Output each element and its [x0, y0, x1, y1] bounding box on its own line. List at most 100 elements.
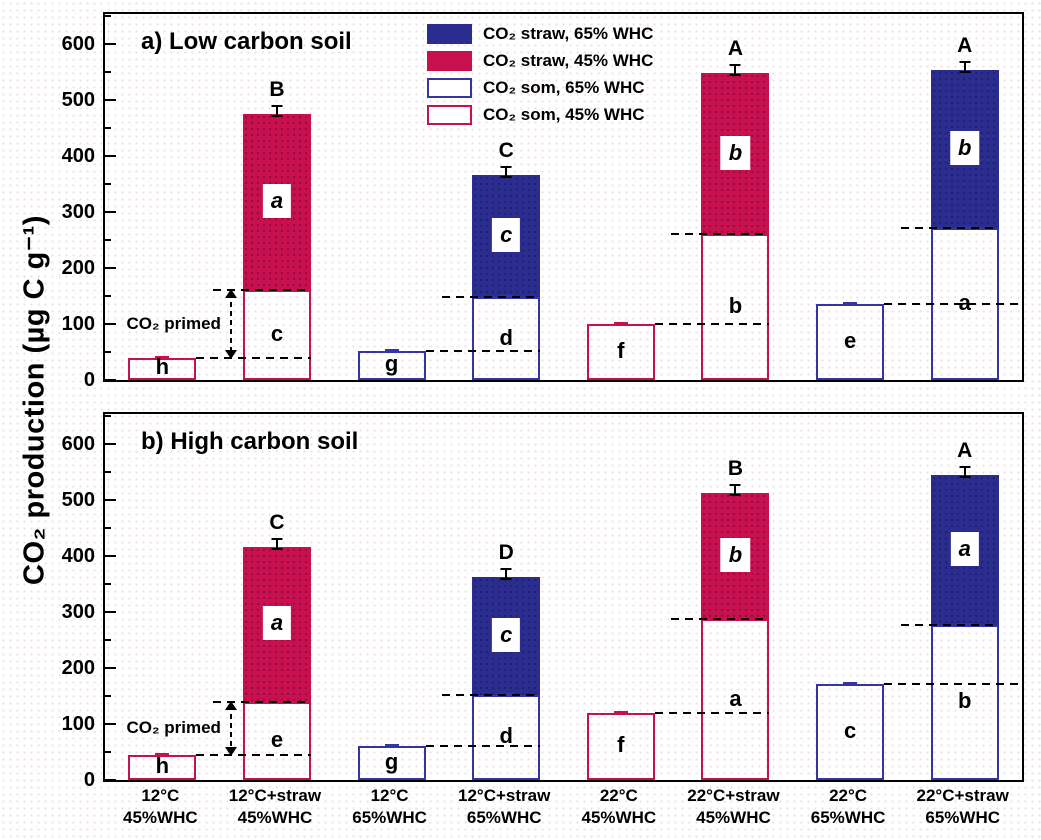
legend-label: CO₂ straw, 45% WHC	[483, 50, 654, 70]
legend-label: CO₂ straw, 65% WHC	[483, 23, 654, 43]
x-category-line2: 65%WHC	[925, 808, 1000, 827]
y-tick-label: 300	[61, 200, 95, 223]
error-bar-cap	[271, 104, 283, 107]
arrow-down-head	[224, 746, 237, 756]
straw-letter: c	[492, 617, 521, 652]
y-tick-label: 200	[61, 256, 95, 279]
dashed-reference-line	[884, 303, 1022, 306]
error-bar-cap	[959, 61, 971, 64]
x-category-line1: 22°C+straw	[916, 786, 1009, 805]
error-bar	[505, 568, 508, 580]
y-major-tick	[105, 42, 116, 45]
som-letter: a	[729, 685, 742, 711]
x-category-line1: 22°C	[599, 786, 638, 805]
y-tick-label: 600	[61, 32, 95, 55]
y-minor-tick	[105, 470, 111, 473]
y-tick-label: 500	[61, 488, 95, 511]
legend-item: CO₂ straw, 65% WHC	[427, 20, 653, 47]
som-only-bar	[357, 350, 426, 380]
dashed-som-top-line	[442, 693, 541, 696]
som-error-tick	[384, 348, 399, 352]
legend-swatch-som_65	[427, 77, 472, 98]
som-only-bar	[586, 323, 655, 380]
y-tick-label: 100	[61, 312, 95, 335]
y-tick-label: 100	[61, 712, 95, 735]
legend-item: CO₂ som, 45% WHC	[427, 101, 653, 128]
bar-letter: c	[843, 717, 857, 743]
x-category-line1: 22°C	[829, 786, 868, 805]
significance-letter: A	[727, 37, 744, 61]
significance-letter: B	[269, 77, 285, 101]
arrow-line	[229, 704, 232, 752]
y-major-tick	[105, 322, 116, 325]
y-minor-tick	[105, 182, 111, 185]
co2-primed-arrow	[224, 289, 237, 359]
som-letter: b	[957, 688, 972, 714]
error-bar-cap	[729, 484, 741, 487]
som-error-tick	[613, 321, 628, 325]
dashed-som-top-line	[442, 296, 541, 299]
arrow-down-head	[224, 349, 237, 359]
dashed-reference-line	[425, 349, 541, 352]
x-category-label: 22°C 65%WHC	[791, 785, 906, 829]
x-category-label: 12°C+straw 65%WHC	[447, 785, 562, 829]
error-bar-cap	[500, 577, 512, 580]
y-minor-tick	[105, 350, 111, 353]
y-major-tick	[105, 610, 116, 613]
x-category-line2: 65%WHC	[352, 808, 427, 827]
som-segment	[242, 701, 311, 780]
som-error-tick	[155, 355, 170, 359]
y-major-tick	[105, 779, 116, 781]
dashed-som-top-line	[671, 618, 770, 621]
som-letter: e	[270, 726, 284, 752]
error-bar-cap	[271, 538, 283, 541]
som-letter: a	[958, 289, 971, 315]
x-category-line2: 65%WHC	[810, 808, 886, 827]
error-bar	[275, 539, 278, 551]
bar-letter: f	[617, 337, 625, 363]
y-minor-tick	[105, 126, 111, 129]
dashed-som-top-line	[671, 233, 770, 236]
som-only-bar	[816, 683, 885, 780]
legend-swatch-straw_65	[427, 23, 472, 44]
dashed-som-top-line	[212, 289, 311, 292]
significance-letter: D	[498, 540, 514, 564]
y-major-tick	[105, 666, 116, 669]
legend: CO₂ straw, 65% WHC CO₂ straw, 45% WHC CO₂ …	[427, 20, 653, 128]
x-category-line1: 22°C+straw	[687, 786, 780, 805]
panel-high-carbon-soil: b) High carbon soil 0 100 200 300 400 500 600 h…	[62, 412, 1024, 791]
som-letter: b	[728, 293, 743, 319]
y-tick-label: 400	[61, 144, 95, 167]
dashed-som-top-line	[900, 623, 999, 626]
dashed-reference-line	[196, 356, 311, 359]
co2-primed-label: CO₂ primed	[126, 313, 221, 333]
som-letter: d	[499, 324, 513, 350]
x-axis-category-labels: 12°C 45%WHC 12°C+straw 45%WHC 12°C 65%WHC 12°C…	[103, 785, 1020, 829]
y-minor-tick	[105, 582, 111, 585]
som-error-tick	[843, 302, 858, 306]
x-category-label: 12°C 45%WHC	[103, 785, 218, 829]
x-category-line1: 12°C	[370, 786, 409, 805]
y-tick-label: 0	[83, 369, 95, 391]
y-minor-tick	[105, 70, 111, 73]
y-major-tick	[105, 722, 116, 725]
dashed-som-top-line	[212, 700, 311, 703]
co2-primed-arrow	[224, 700, 237, 756]
dashed-reference-line	[884, 682, 1022, 685]
y-minor-tick	[105, 294, 111, 297]
error-bar-cap	[729, 494, 741, 497]
dashed-reference-line	[425, 745, 541, 748]
y-major-tick	[105, 554, 116, 557]
bar-letter: h	[155, 753, 170, 779]
legend-label: CO₂ som, 65% WHC	[483, 77, 645, 97]
x-category-label: 22°C+straw 65%WHC	[905, 785, 1020, 829]
legend-swatch-som_45	[427, 104, 472, 125]
x-category-label: 12°C 65%WHC	[332, 785, 447, 829]
error-bar	[505, 166, 508, 178]
significance-letter: C	[269, 511, 285, 535]
som-error-tick	[155, 752, 170, 756]
x-category-line1: 12°C+straw	[458, 786, 551, 805]
legend-item: CO₂ som, 65% WHC	[427, 74, 653, 101]
y-minor-tick	[105, 238, 111, 241]
som-only-bar	[128, 357, 197, 380]
